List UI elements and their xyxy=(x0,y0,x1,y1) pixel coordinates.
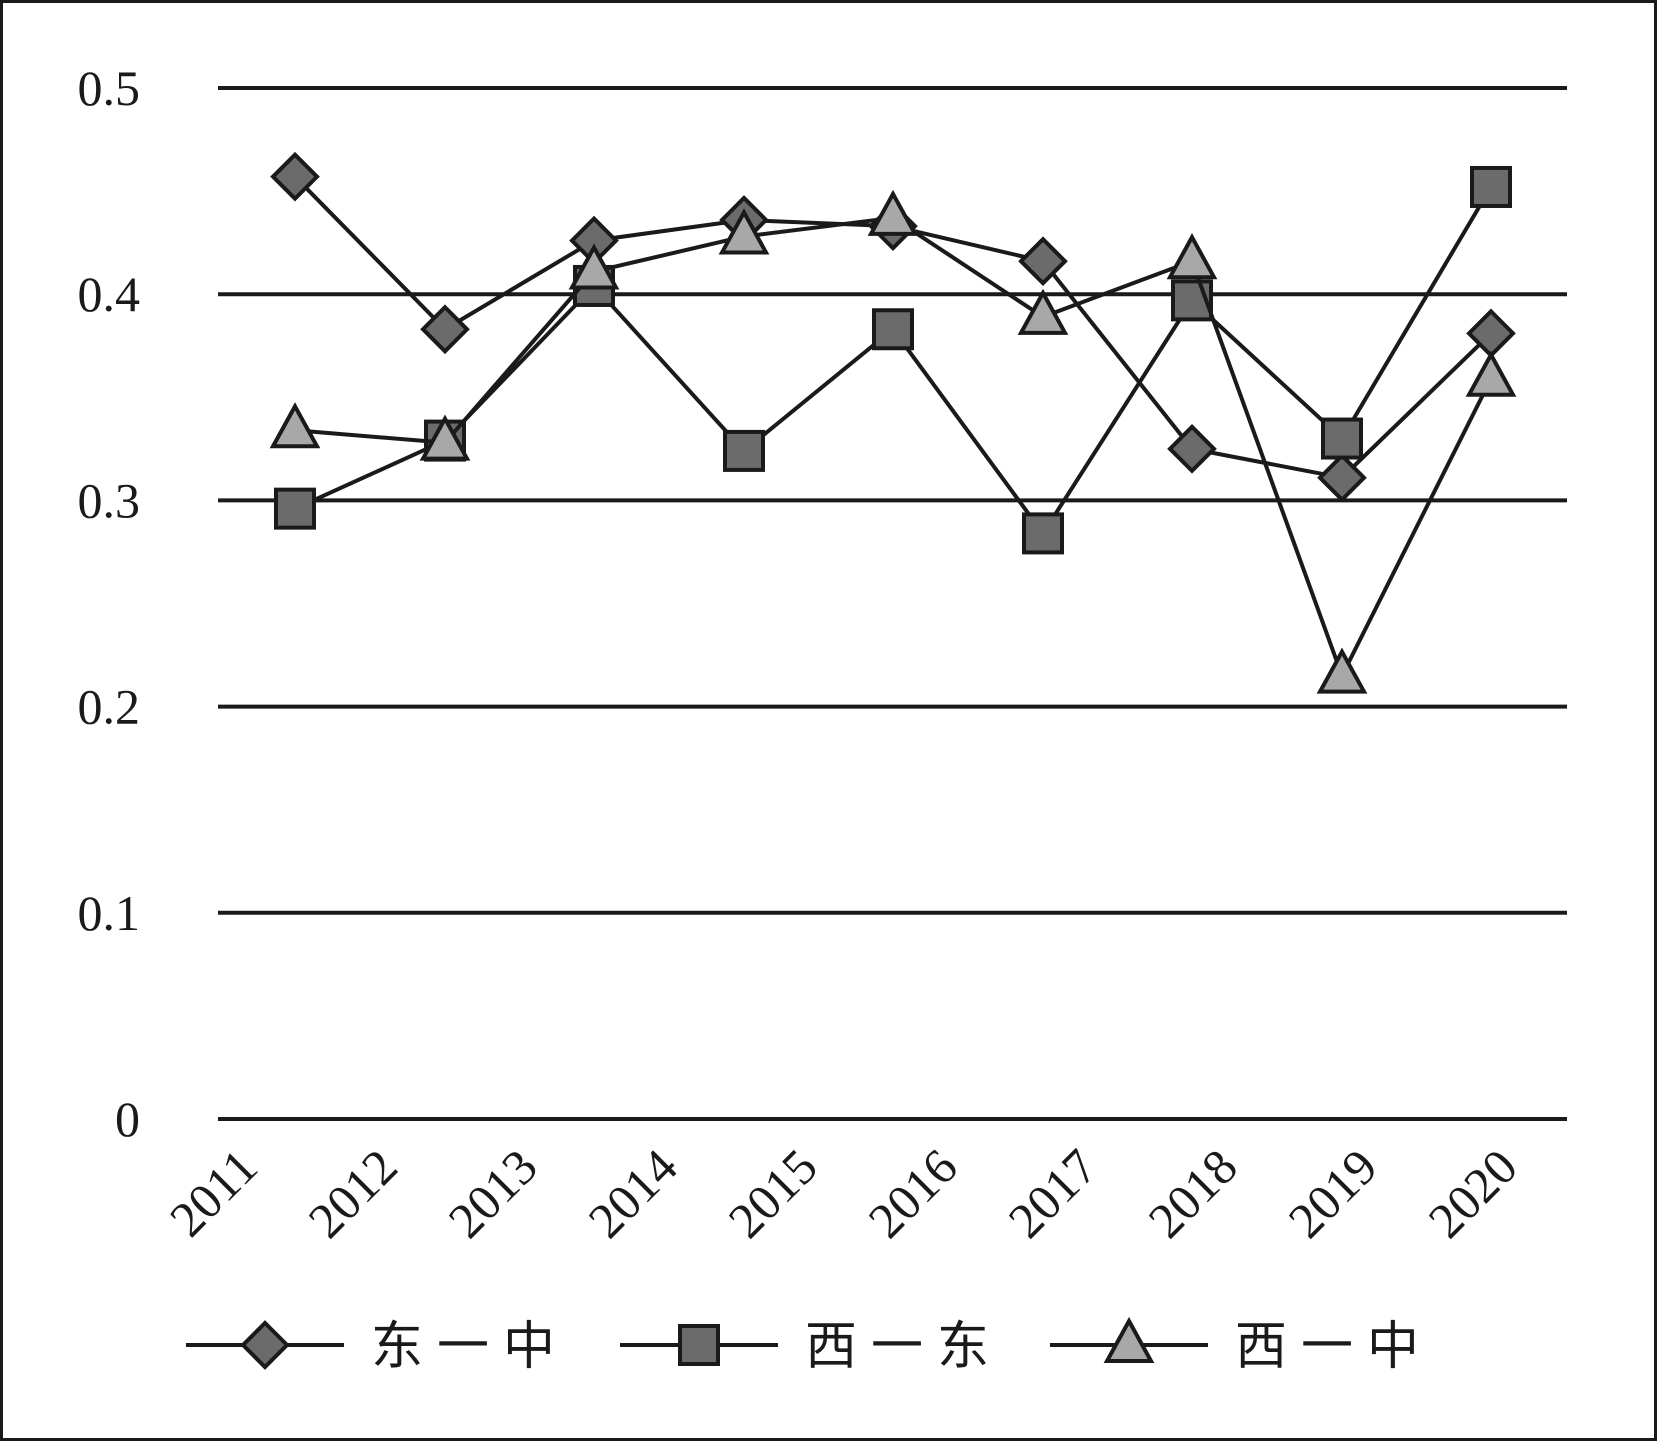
legend-square-marker xyxy=(678,1324,720,1366)
x-tick-label: 2012 xyxy=(297,1138,407,1248)
legend-diamond-marker xyxy=(240,1320,290,1370)
x-tick-label: 2016 xyxy=(857,1138,967,1248)
legend-label: 西一东 xyxy=(805,1317,1003,1377)
diamond-point-marker xyxy=(270,151,320,202)
triangle-point-marker xyxy=(718,208,770,255)
x-tick-label: 2019 xyxy=(1277,1138,1387,1248)
x-tick-label: 2013 xyxy=(437,1138,547,1248)
triangle-point-marker xyxy=(269,402,321,449)
x-tick-label: 2015 xyxy=(717,1138,827,1248)
triangle-point-marker xyxy=(568,243,620,290)
x-tick-label: 2018 xyxy=(1137,1138,1247,1248)
triangle-point-marker xyxy=(1166,233,1218,280)
triangle-point-marker xyxy=(1017,288,1069,335)
gridlines xyxy=(218,86,1567,1121)
series-3 xyxy=(269,189,1517,694)
y-tick-label: 0.5 xyxy=(78,60,141,116)
triangle-point-marker xyxy=(867,189,919,236)
square-point-marker xyxy=(1321,417,1363,460)
legend-label: 西一中 xyxy=(1235,1317,1433,1377)
legend-item-1: 东一中 xyxy=(186,1317,569,1377)
triangle-point-marker xyxy=(1465,350,1517,397)
square-point-marker xyxy=(1022,512,1064,555)
square-point-marker xyxy=(872,308,914,351)
series-layer xyxy=(269,151,1517,694)
y-tick-label: 0.1 xyxy=(78,885,141,941)
y-tick-label: 0.2 xyxy=(78,679,141,735)
legend-label: 东一中 xyxy=(371,1317,569,1377)
y-tick-label: 0.3 xyxy=(78,472,141,528)
x-tick-label: 2020 xyxy=(1417,1138,1527,1248)
x-tick-label: 2014 xyxy=(577,1138,687,1248)
diamond-point-marker xyxy=(1317,452,1367,503)
y-tick-label: 0.4 xyxy=(78,266,141,322)
series-line xyxy=(294,215,1493,678)
y-tick-label: 0 xyxy=(115,1091,140,1147)
legend: 东一中 西一东 西一中 xyxy=(186,1316,1433,1377)
y-axis-tick-labels: 0 0.1 0.2 0.3 0.4 0.5 xyxy=(78,60,141,1147)
diamond-point-marker xyxy=(1018,236,1068,287)
triangle-point-marker xyxy=(419,414,471,461)
square-point-marker xyxy=(723,429,765,472)
x-tick-label: 2017 xyxy=(997,1138,1107,1248)
square-point-marker xyxy=(1470,165,1512,208)
legend-item-3: 西一中 xyxy=(1050,1316,1433,1377)
legend-triangle-marker xyxy=(1103,1316,1155,1363)
triangle-point-marker xyxy=(1316,647,1368,694)
diamond-point-marker xyxy=(1167,424,1217,474)
diamond-point-marker xyxy=(420,304,470,355)
legend-item-2: 西一东 xyxy=(620,1317,1003,1377)
x-tick-label: 2011 xyxy=(159,1138,268,1247)
square-point-marker xyxy=(274,487,316,530)
x-axis-tick-labels: 2011 2012 2013 2014 2015 2016 2017 2018 2019 2020 xyxy=(159,1138,1528,1248)
